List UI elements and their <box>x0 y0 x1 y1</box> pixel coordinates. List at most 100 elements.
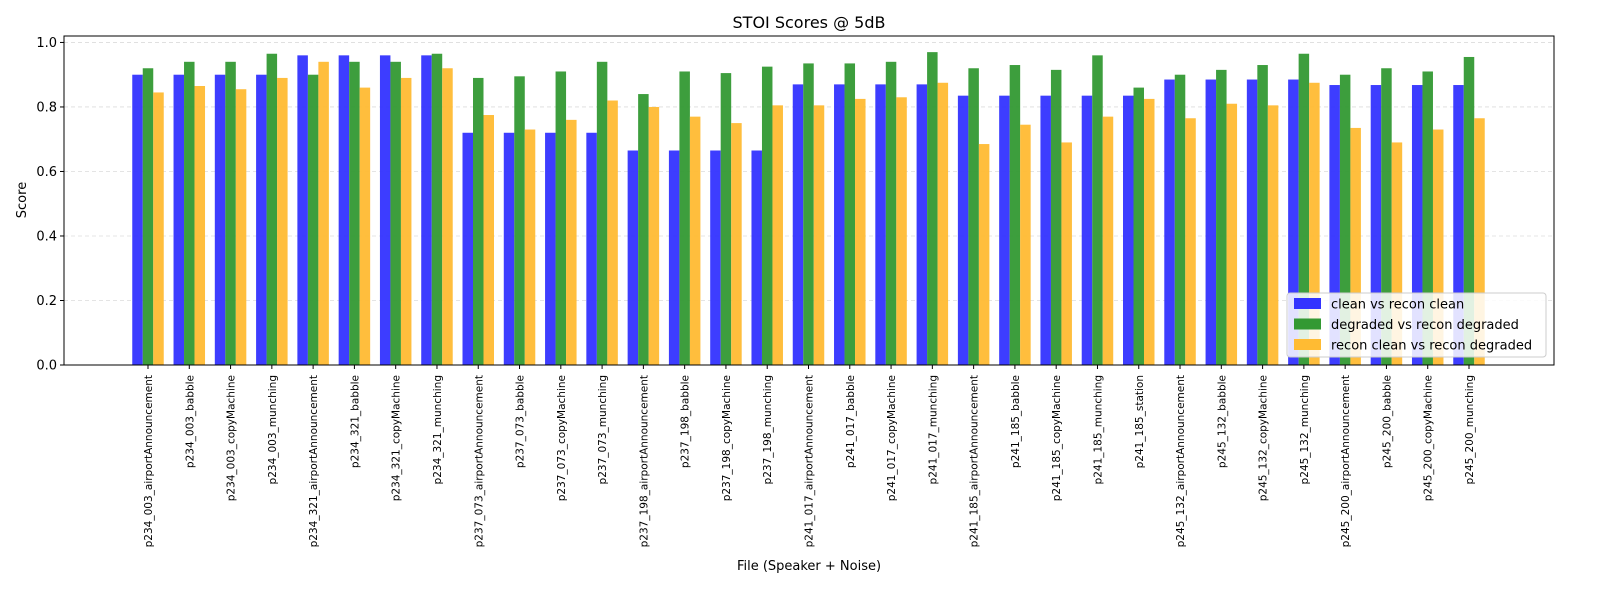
bar <box>390 61 401 366</box>
bar <box>668 150 680 365</box>
legend-swatch <box>1294 318 1321 330</box>
bar <box>1370 85 1382 365</box>
bar <box>607 100 618 365</box>
bar <box>792 84 804 365</box>
bar <box>937 82 949 366</box>
bar <box>400 77 412 366</box>
bar <box>555 71 567 365</box>
bar <box>1144 98 1155 366</box>
x-tick-label: p234_321_airportAnnouncement <box>308 375 320 547</box>
bar <box>978 144 990 365</box>
legend-swatch <box>1294 339 1321 350</box>
bar <box>184 61 195 366</box>
x-tick-label: p241_017_babble <box>845 375 857 468</box>
bar <box>132 74 143 366</box>
legend-frame <box>1286 292 1547 358</box>
y-tick-label: 0.6 <box>36 165 57 180</box>
x-tick-label: p245_132_munching <box>1299 375 1311 484</box>
bar <box>731 123 742 365</box>
y-tick-label: 0.4 <box>36 229 57 244</box>
bar <box>1102 116 1114 365</box>
bar <box>803 63 814 366</box>
bar <box>194 86 206 365</box>
bar <box>1050 69 1062 366</box>
bar <box>1411 85 1423 365</box>
bar <box>968 68 979 365</box>
bar <box>1205 79 1217 365</box>
legend-label: recon clean vs recon degraded <box>1331 339 1532 354</box>
bar <box>483 115 494 366</box>
bar <box>1040 95 1051 366</box>
bar <box>679 71 690 365</box>
x-tick-label: p241_017_airportAnnouncement <box>804 375 816 547</box>
bar <box>761 66 773 365</box>
x-tick-label: p234_003_airportAnnouncement <box>143 375 155 547</box>
bar <box>1474 118 1485 365</box>
x-tick-label: p245_132_airportAnnouncement <box>1175 375 1187 547</box>
chart-title: STOI Scores @ 5dB <box>733 13 886 32</box>
y-tick-label: 1.0 <box>36 36 57 51</box>
y-tick-label: 0.8 <box>36 100 57 115</box>
x-tick-label: p237_073_copyMachine <box>556 375 568 501</box>
bar <box>627 150 639 365</box>
bar <box>772 105 783 365</box>
x-tick-label: p234_003_babble <box>184 375 196 468</box>
bar <box>1061 142 1072 365</box>
bar <box>1453 85 1464 365</box>
x-tick-label: p241_185_munching <box>1092 375 1104 484</box>
bar <box>648 106 660 366</box>
bar <box>1216 69 1227 366</box>
bar <box>596 61 608 366</box>
bar <box>927 52 938 365</box>
bar <box>751 150 762 365</box>
bar <box>214 74 226 366</box>
x-tick-label: p241_017_munching <box>927 375 939 484</box>
bar <box>349 61 360 366</box>
x-tick-label: p241_017_copyMachine <box>886 375 898 501</box>
x-tick-label: p234_003_copyMachine <box>226 375 238 501</box>
bars-layer <box>132 52 1485 366</box>
x-tick-label: p245_200_munching <box>1464 375 1476 484</box>
bar <box>235 89 247 365</box>
bar <box>1164 79 1175 365</box>
bar <box>1226 103 1238 366</box>
bar <box>431 53 443 366</box>
bar <box>1391 142 1403 365</box>
bar <box>514 76 525 365</box>
y-axis-label: Score <box>15 182 30 218</box>
bar <box>875 84 886 365</box>
bar <box>834 84 845 365</box>
x-tick-label: p245_132_copyMachine <box>1258 375 1270 501</box>
bar <box>1133 87 1144 366</box>
bar <box>1350 127 1361 366</box>
bar <box>1329 85 1340 365</box>
legend-swatch <box>1294 298 1321 309</box>
bar <box>1309 82 1320 366</box>
bar <box>277 77 288 366</box>
x-tick-label: p237_073_airportAnnouncement <box>473 375 485 547</box>
bar <box>359 87 371 366</box>
x-tick-label: p241_185_airportAnnouncement <box>969 375 981 547</box>
x-tick-label: p245_200_babble <box>1381 375 1393 468</box>
bar <box>1298 53 1310 366</box>
bar <box>1185 118 1196 365</box>
bar <box>503 132 515 365</box>
x-tick-label: p234_321_munching <box>432 375 444 484</box>
bar <box>1081 95 1093 366</box>
x-axis: p234_003_airportAnnouncement p234_003_bab… <box>143 365 1476 547</box>
x-tick-label: p245_132_babble <box>1216 375 1228 468</box>
bar <box>1257 65 1268 365</box>
legend-label: degraded vs recon degraded <box>1331 318 1519 333</box>
bar <box>689 116 701 365</box>
bar <box>142 68 154 365</box>
x-tick-label: p237_198_munching <box>762 375 774 484</box>
bar <box>173 74 185 366</box>
y-tick-label: 0.2 <box>36 294 57 309</box>
bar <box>1463 56 1475 365</box>
legend: clean vs recon clean degraded vs recon de… <box>1286 292 1547 358</box>
legend-label: clean vs recon clean <box>1331 298 1464 313</box>
bar <box>338 55 350 365</box>
bar <box>462 132 473 365</box>
bar <box>1020 124 1031 365</box>
bar <box>710 150 721 365</box>
